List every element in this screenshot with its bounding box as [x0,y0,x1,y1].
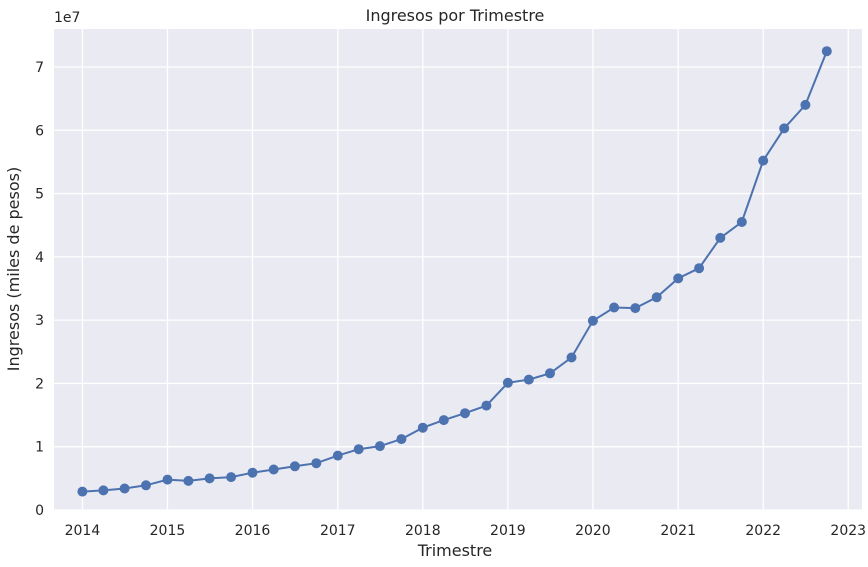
data-point [119,483,130,494]
data-point [162,474,173,485]
data-points [77,46,832,497]
data-point [609,302,620,313]
data-point [268,464,279,475]
y-tick-label: 5 [35,187,44,203]
x-tick-label: 2014 [65,523,101,539]
data-point [673,273,684,284]
chart-title: Ingresos por Trimestre [366,6,545,25]
data-point [353,444,364,455]
data-point [311,458,322,469]
y-tick-label: 7 [35,60,44,76]
data-point [587,315,598,326]
y-axis-title: Ingresos (miles de pesos) [4,167,23,371]
data-point [821,46,832,57]
x-tick-label: 2022 [745,523,781,539]
data-point [651,292,662,303]
plot-area [54,29,862,510]
data-point [204,473,215,484]
y-tick-label: 1 [35,440,44,456]
data-point [502,377,513,388]
data-point [289,461,300,472]
x-axis-title: Trimestre [417,541,493,560]
data-point [800,99,811,110]
data-point [183,475,194,486]
data-point [460,408,470,419]
data-point [523,374,534,385]
data-point [417,422,428,433]
x-tick-label: 2023 [830,523,866,539]
x-tick-label: 2019 [490,523,526,539]
vertical-gridlines [81,29,849,510]
x-tick-label: 2016 [235,523,271,539]
x-tick-label: 2021 [660,523,696,539]
y-tick-label: 6 [35,123,44,139]
x-tick-label: 2015 [150,523,186,539]
data-point [566,352,577,363]
y-tick-label: 3 [35,313,44,329]
data-point [98,485,109,496]
data-point [481,400,492,411]
data-point [694,263,705,274]
data-point [736,217,747,227]
x-axis-tick-labels: 2014 2015 2016 2017 2018 2019 2020 2021 2022 2023 [65,523,866,539]
y-axis-offset-label: 1e7 [54,10,80,26]
data-point [779,123,790,134]
data-point [630,303,641,314]
horizontal-gridlines [54,66,862,511]
data-point [77,486,88,497]
data-point [247,467,258,478]
data-point [438,415,449,426]
data-point [226,472,237,483]
y-axis-tick-labels: 0 1 2 3 4 5 6 7 [35,60,44,519]
y-tick-label: 4 [35,250,44,266]
x-tick-label: 2018 [405,523,441,539]
data-point [758,155,769,166]
data-point [141,480,151,491]
data-point [545,368,555,379]
x-tick-label: 2017 [320,523,356,539]
data-point [332,450,343,461]
y-tick-label: 2 [35,376,44,392]
data-point [715,232,726,243]
data-point [374,441,385,452]
y-tick-label: 0 [35,503,44,519]
x-tick-label: 2020 [575,523,611,539]
data-point [396,434,407,445]
